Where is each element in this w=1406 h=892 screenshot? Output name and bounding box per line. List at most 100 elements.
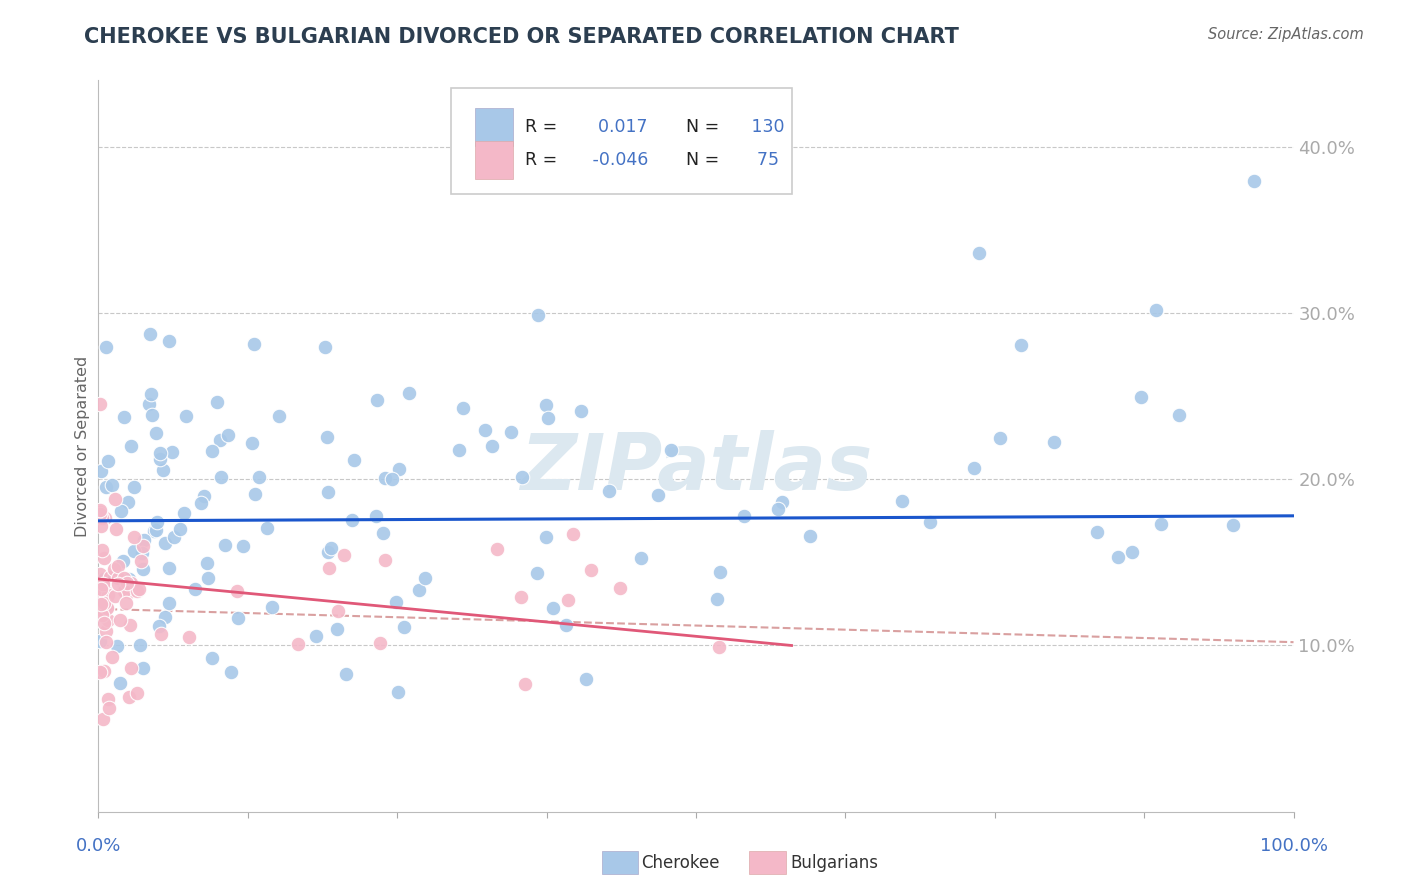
Point bbox=[89, 505, 111, 519]
Point bbox=[368, 636, 391, 650]
Point bbox=[120, 576, 142, 591]
Point bbox=[90, 597, 112, 611]
Point bbox=[988, 432, 1011, 446]
Point bbox=[364, 509, 387, 524]
Point bbox=[647, 488, 669, 502]
Point bbox=[316, 485, 339, 500]
Point bbox=[219, 665, 242, 679]
Point bbox=[374, 552, 396, 566]
Point bbox=[190, 496, 212, 510]
Point bbox=[89, 519, 111, 533]
Point bbox=[104, 492, 127, 507]
Point bbox=[101, 650, 124, 665]
Point bbox=[1168, 408, 1191, 422]
Point bbox=[162, 445, 184, 459]
Point bbox=[314, 341, 336, 355]
Point bbox=[661, 443, 683, 458]
Point bbox=[562, 526, 585, 541]
Point bbox=[962, 461, 984, 475]
Point bbox=[125, 584, 148, 599]
Point bbox=[335, 666, 357, 681]
Point bbox=[537, 411, 560, 425]
Point bbox=[132, 562, 155, 576]
Point bbox=[534, 398, 557, 412]
Point bbox=[709, 640, 731, 654]
Point bbox=[510, 469, 533, 483]
Point bbox=[208, 434, 231, 448]
Text: 75: 75 bbox=[747, 151, 779, 169]
Point bbox=[373, 526, 395, 541]
Point bbox=[515, 677, 537, 691]
Text: R =: R = bbox=[524, 118, 557, 136]
Point bbox=[122, 530, 145, 544]
Point bbox=[328, 604, 350, 618]
Point bbox=[408, 583, 430, 598]
Point bbox=[107, 577, 129, 591]
Point bbox=[1150, 517, 1173, 532]
Point bbox=[115, 596, 138, 610]
Point bbox=[111, 574, 134, 589]
Point bbox=[91, 608, 114, 623]
Point bbox=[453, 401, 475, 415]
Point bbox=[118, 690, 141, 705]
Point bbox=[706, 592, 728, 607]
Point bbox=[93, 550, 115, 565]
Point bbox=[90, 582, 112, 596]
Point bbox=[398, 385, 420, 400]
Point bbox=[142, 524, 165, 538]
Point bbox=[157, 334, 180, 349]
Point bbox=[145, 425, 167, 440]
Point bbox=[509, 590, 531, 604]
Point bbox=[388, 462, 411, 476]
Point bbox=[1121, 544, 1143, 558]
Point bbox=[134, 533, 156, 547]
Point bbox=[112, 571, 135, 585]
Point bbox=[1107, 549, 1129, 564]
Point bbox=[101, 478, 124, 492]
Point bbox=[183, 582, 205, 596]
Point bbox=[555, 618, 578, 632]
Point bbox=[174, 409, 197, 423]
Point bbox=[110, 675, 132, 690]
Point bbox=[107, 640, 129, 654]
Point bbox=[149, 627, 172, 641]
Text: Source: ZipAtlas.com: Source: ZipAtlas.com bbox=[1208, 27, 1364, 42]
Point bbox=[122, 480, 145, 494]
Point bbox=[543, 601, 565, 615]
Point bbox=[481, 439, 503, 453]
Point bbox=[228, 611, 250, 625]
Point bbox=[195, 557, 218, 571]
Point bbox=[97, 691, 120, 706]
Point bbox=[557, 592, 579, 607]
Text: N =: N = bbox=[686, 151, 720, 169]
Point bbox=[112, 553, 135, 567]
Point bbox=[474, 423, 496, 437]
Text: 130: 130 bbox=[747, 118, 785, 136]
Point bbox=[153, 536, 176, 550]
Point bbox=[381, 472, 404, 486]
Point bbox=[1087, 524, 1109, 539]
Point bbox=[112, 583, 135, 598]
Point bbox=[128, 582, 150, 597]
Point bbox=[141, 408, 163, 422]
Point bbox=[770, 495, 793, 509]
Point bbox=[374, 471, 396, 485]
Point bbox=[157, 596, 180, 610]
Point bbox=[267, 409, 290, 424]
Point bbox=[120, 660, 142, 674]
Point bbox=[1010, 338, 1032, 352]
Point bbox=[1144, 303, 1167, 318]
Point bbox=[1042, 434, 1064, 449]
Point bbox=[413, 571, 436, 585]
Point bbox=[709, 565, 731, 579]
Point bbox=[318, 561, 340, 575]
Point bbox=[967, 245, 990, 260]
Point bbox=[131, 546, 153, 560]
Point bbox=[91, 511, 114, 525]
Point bbox=[90, 464, 112, 478]
Point bbox=[98, 700, 121, 714]
Point bbox=[89, 634, 111, 648]
Point bbox=[90, 603, 112, 617]
Point bbox=[91, 577, 114, 591]
Point bbox=[120, 618, 142, 632]
